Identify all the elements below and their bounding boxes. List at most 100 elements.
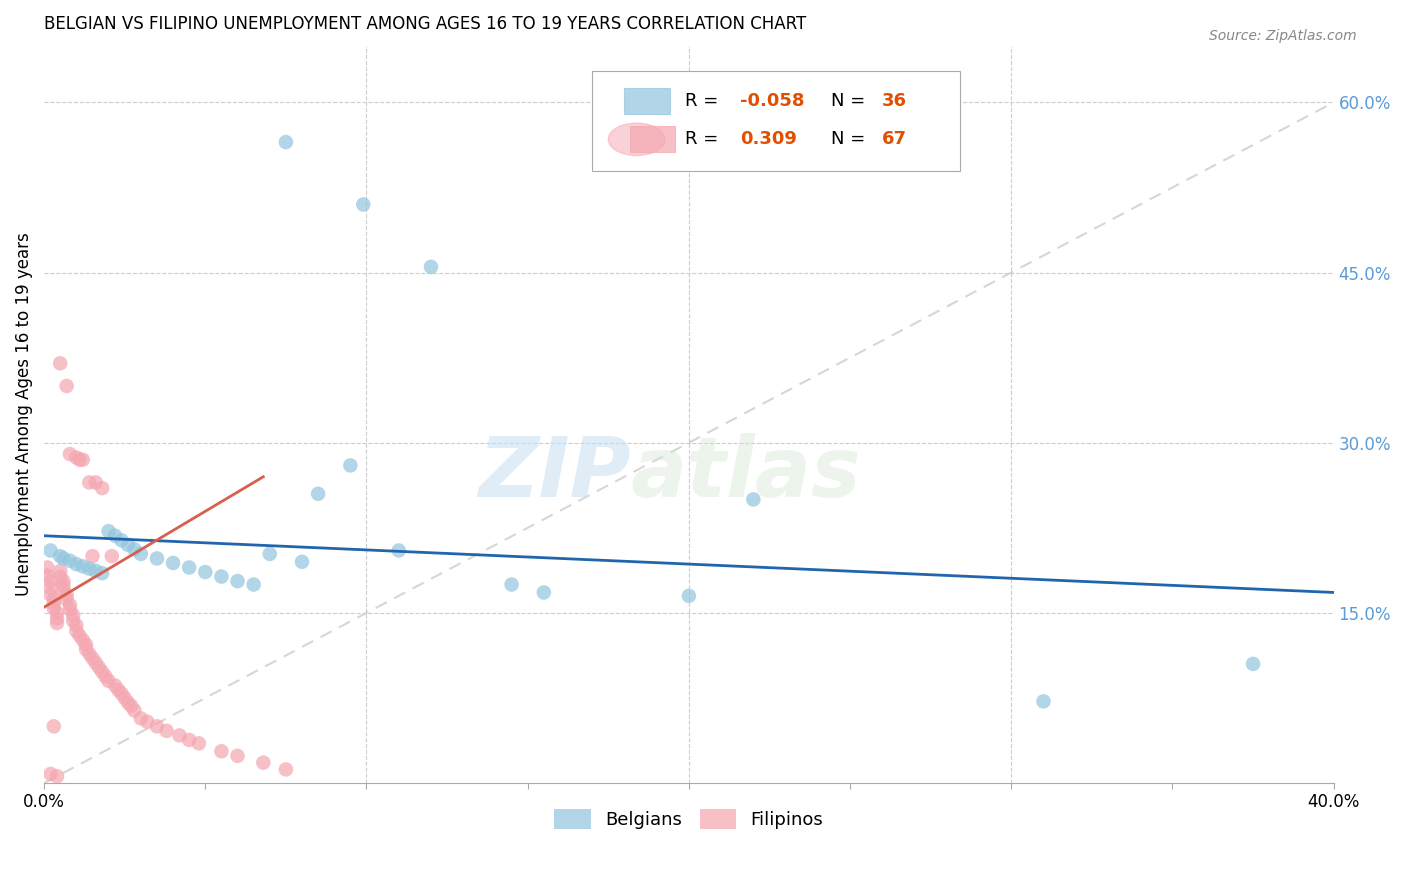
Text: atlas: atlas — [631, 433, 862, 514]
Point — [82, 549, 104, 563]
Point — [252, 756, 274, 770]
Point — [75, 638, 97, 652]
Point — [226, 748, 249, 763]
Point — [62, 614, 84, 628]
Point — [77, 475, 100, 490]
Point — [146, 551, 169, 566]
Point — [82, 651, 104, 665]
Point — [124, 542, 146, 557]
Point — [55, 588, 77, 602]
Point — [678, 589, 700, 603]
Point — [169, 728, 191, 742]
Point — [59, 598, 82, 612]
Point — [110, 686, 132, 700]
Point — [52, 574, 75, 588]
Point — [84, 656, 107, 670]
Point — [49, 564, 72, 578]
Text: 67: 67 — [883, 130, 907, 148]
Point — [42, 719, 65, 733]
Point — [91, 481, 114, 495]
Point — [179, 733, 201, 747]
Point — [52, 551, 75, 566]
Point — [77, 561, 100, 575]
Point — [420, 260, 443, 274]
Point — [226, 574, 249, 588]
Point — [209, 569, 232, 583]
Point — [42, 597, 65, 611]
Point — [501, 577, 523, 591]
Point — [39, 574, 62, 588]
Point — [104, 678, 127, 692]
Point — [187, 736, 209, 750]
Point — [194, 565, 217, 579]
Point — [39, 588, 62, 602]
Point — [388, 543, 411, 558]
Circle shape — [609, 123, 665, 155]
Point — [124, 703, 146, 717]
Point — [39, 581, 62, 595]
Point — [72, 633, 94, 648]
Point — [156, 723, 179, 738]
Point — [46, 769, 69, 783]
Text: ZIP: ZIP — [478, 433, 631, 514]
Y-axis label: Unemployment Among Ages 16 to 19 years: Unemployment Among Ages 16 to 19 years — [15, 233, 32, 596]
Point — [37, 568, 59, 582]
Point — [37, 560, 59, 574]
Point — [114, 690, 136, 705]
Point — [1032, 694, 1054, 708]
Text: Source: ZipAtlas.com: Source: ZipAtlas.com — [1209, 29, 1357, 43]
Point — [242, 577, 264, 591]
Point — [110, 533, 132, 548]
Point — [136, 714, 159, 729]
Text: BELGIAN VS FILIPINO UNEMPLOYMENT AMONG AGES 16 TO 19 YEARS CORRELATION CHART: BELGIAN VS FILIPINO UNEMPLOYMENT AMONG A… — [44, 15, 807, 33]
Point — [46, 616, 69, 631]
Point — [1241, 657, 1264, 671]
Point — [101, 549, 124, 563]
FancyBboxPatch shape — [630, 127, 675, 153]
Point — [69, 629, 91, 643]
Point — [117, 538, 139, 552]
Point — [97, 673, 120, 688]
FancyBboxPatch shape — [592, 71, 960, 171]
Point — [339, 458, 361, 473]
Point — [65, 450, 87, 465]
Point — [84, 564, 107, 578]
Point — [352, 197, 374, 211]
Point — [46, 606, 69, 620]
Point — [65, 557, 87, 571]
Point — [259, 547, 281, 561]
Point — [274, 135, 297, 149]
Point — [55, 379, 77, 393]
Point — [209, 744, 232, 758]
Point — [107, 683, 129, 698]
Point — [533, 585, 555, 599]
Point — [49, 549, 72, 563]
Point — [42, 601, 65, 615]
Point — [77, 647, 100, 661]
Point — [742, 492, 765, 507]
Point — [179, 560, 201, 574]
Point — [65, 618, 87, 632]
Point — [59, 554, 82, 568]
Point — [307, 487, 329, 501]
Legend: Belgians, Filipinos: Belgians, Filipinos — [547, 801, 831, 837]
Text: N =: N = — [831, 130, 870, 148]
Point — [52, 579, 75, 593]
Point — [146, 719, 169, 733]
FancyBboxPatch shape — [624, 88, 669, 114]
Point — [55, 592, 77, 607]
Point — [91, 566, 114, 581]
Text: 36: 36 — [883, 92, 907, 110]
Point — [59, 602, 82, 616]
Point — [291, 555, 314, 569]
Point — [49, 356, 72, 370]
Point — [129, 547, 152, 561]
Point — [69, 452, 91, 467]
Point — [49, 569, 72, 583]
Point — [91, 665, 114, 679]
Point — [84, 475, 107, 490]
Point — [274, 763, 297, 777]
Point — [52, 583, 75, 598]
Point — [75, 642, 97, 657]
Point — [94, 669, 117, 683]
